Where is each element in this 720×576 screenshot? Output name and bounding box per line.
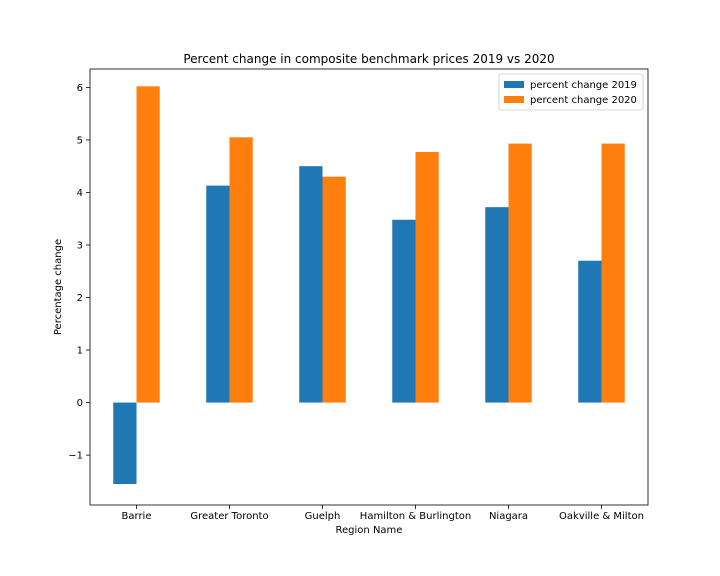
bar-2020 bbox=[601, 143, 625, 403]
plot-frame bbox=[89, 68, 649, 506]
x-tick-label: Guelph bbox=[305, 511, 341, 522]
bar-2019 bbox=[113, 402, 137, 484]
y-tick-label: 6 bbox=[77, 83, 83, 94]
plot-area: −1 0 1 2 3 4 5 6 Barrie Greater Toronto Guelph Hami… bbox=[68, 83, 644, 522]
x-axis-title: Region Name bbox=[336, 525, 403, 536]
x-tick-label: Hamilton & Burlington bbox=[360, 511, 471, 522]
y-tick-label: 2 bbox=[77, 293, 83, 304]
bar-2019 bbox=[392, 219, 416, 403]
legend-label: percent change 2020 bbox=[530, 95, 637, 106]
legend-swatch bbox=[504, 96, 524, 103]
x-tick-label: Greater Toronto bbox=[190, 511, 268, 522]
legend: percent change 2019 percent change 2020 bbox=[498, 73, 644, 111]
y-tick-label: 1 bbox=[77, 346, 83, 357]
x-tick-label: Barrie bbox=[122, 511, 152, 522]
bar-2020 bbox=[322, 176, 346, 403]
bar-2020 bbox=[136, 86, 160, 403]
y-axis-title: Percentage change bbox=[53, 239, 64, 335]
x-tick-label: Niagara bbox=[489, 511, 528, 522]
x-tick-label: Oakville & Milton bbox=[559, 511, 644, 522]
bar-2019 bbox=[578, 260, 602, 403]
bar-2020 bbox=[415, 151, 439, 403]
y-tick-label: 3 bbox=[77, 240, 83, 251]
y-tick-label: −1 bbox=[68, 451, 83, 462]
legend-label: percent change 2019 bbox=[530, 80, 637, 91]
bar-2019 bbox=[485, 207, 509, 403]
chart-title: Percent change in composite benchmark pr… bbox=[183, 52, 554, 66]
y-tick-label: 4 bbox=[77, 188, 83, 199]
bar-2020 bbox=[229, 137, 253, 403]
bar-2019 bbox=[299, 166, 323, 403]
y-tick-label: 5 bbox=[77, 135, 83, 146]
y-tick-label: 0 bbox=[77, 398, 83, 409]
legend-box bbox=[498, 73, 644, 111]
bar-2020 bbox=[508, 143, 532, 403]
legend-swatch bbox=[504, 81, 524, 88]
bar-2019 bbox=[206, 185, 230, 403]
